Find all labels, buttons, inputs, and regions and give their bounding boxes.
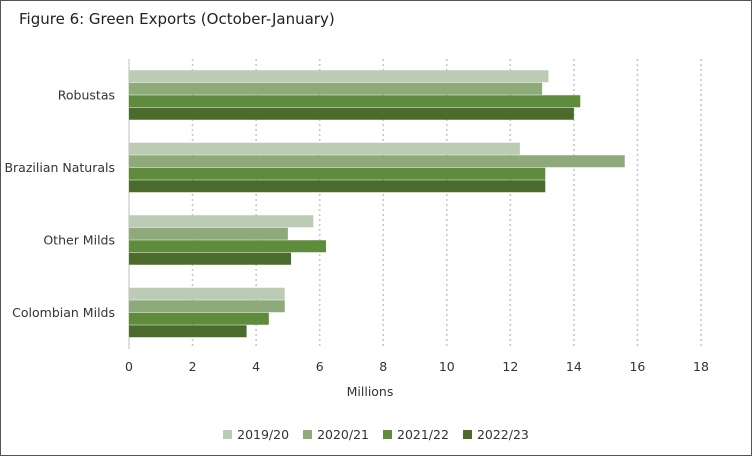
bar [129, 142, 520, 155]
legend-swatch [383, 430, 392, 439]
legend-swatch [223, 430, 233, 439]
category-label: Brazilian Naturals [4, 160, 115, 175]
bar [129, 107, 574, 120]
x-tick-label: 16 [629, 359, 645, 374]
x-tick-label: 4 [252, 359, 260, 374]
x-tick-label: 14 [566, 359, 582, 374]
bar [129, 95, 581, 108]
bar [129, 252, 292, 265]
x-tick-label: 2 [189, 359, 197, 374]
legend-swatch [303, 430, 313, 439]
x-tick-label: 12 [502, 359, 518, 374]
category-label: Colombian Milds [12, 305, 115, 320]
bar [129, 227, 288, 240]
legend-item: 2022/23 [462, 427, 529, 442]
category-label: Other Milds [43, 232, 115, 247]
bar [129, 325, 247, 338]
bar [129, 155, 625, 168]
legend-item: 2019/20 [223, 427, 289, 442]
bar [129, 70, 549, 83]
chart-title: Figure 6: Green Exports (October-January… [19, 10, 335, 28]
legend: 2019/20 2020/21 2021/22 2022/23 [1, 427, 751, 442]
bar [129, 180, 546, 193]
legend-swatch [462, 430, 472, 439]
bar [129, 287, 285, 300]
bar [129, 167, 546, 180]
legend-item: 2020/21 [303, 427, 369, 442]
bar [129, 215, 314, 228]
x-axis-title: Millions [347, 384, 394, 399]
legend-label: 2022/23 [476, 427, 529, 442]
legend-label: 2021/22 [397, 427, 449, 442]
x-tick-label: 0 [125, 359, 133, 374]
bar [129, 312, 269, 325]
category-label: Robustas [58, 87, 115, 102]
x-tick-label: 6 [316, 359, 324, 374]
x-tick-label: 8 [379, 359, 387, 374]
bar [129, 82, 543, 95]
bar [129, 240, 327, 253]
x-tick-label: 10 [439, 359, 455, 374]
bar [129, 300, 285, 313]
legend-item: 2021/22 [383, 427, 449, 442]
legend-label: 2020/21 [317, 427, 369, 442]
legend-label: 2019/20 [237, 427, 290, 442]
x-tick-label: 18 [693, 359, 709, 374]
